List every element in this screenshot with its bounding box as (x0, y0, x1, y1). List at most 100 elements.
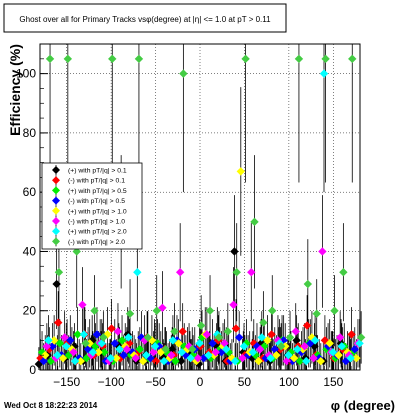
legend-marker (52, 217, 60, 225)
data-point (138, 356, 148, 366)
data-point (293, 345, 302, 354)
data-point (97, 339, 106, 348)
data-point (110, 339, 119, 348)
legend-marker (52, 237, 60, 246)
data-point (113, 327, 123, 336)
data-point (55, 339, 65, 348)
y-axis-label: Efficiency (%) (7, 44, 23, 136)
data-point (259, 318, 268, 327)
data-point (149, 348, 158, 357)
data-point (242, 339, 251, 348)
data-point (267, 330, 276, 339)
data-point (186, 353, 195, 363)
x-tick-label: −150 (53, 375, 80, 389)
data-point (125, 309, 135, 318)
data-point (302, 321, 312, 330)
data-point (62, 342, 71, 351)
data-point (107, 324, 116, 333)
title-box: Ghost over all for Primary Tracks vsφ(de… (3, 3, 287, 33)
legend-marker (52, 186, 60, 195)
data-point (87, 350, 96, 360)
data-point (303, 279, 313, 289)
data-point (49, 336, 59, 345)
data-point (220, 339, 229, 348)
data-point (63, 54, 73, 64)
data-point (135, 345, 145, 354)
data-point (168, 336, 178, 345)
data-point (339, 268, 348, 277)
data-point (272, 350, 281, 360)
data-point (223, 327, 233, 336)
data-point (76, 356, 85, 366)
legend-label: (+) with pT/|q| > 1.0 (68, 208, 127, 215)
data-point (66, 336, 75, 345)
data-point (179, 69, 188, 78)
data-point (176, 356, 186, 366)
data-point (239, 342, 249, 351)
data-point (318, 247, 327, 256)
data-point (211, 348, 220, 357)
data-point (174, 339, 183, 348)
data-point (106, 353, 115, 363)
data-point (356, 333, 366, 342)
legend-label: (+) with pT/|q| > 0.1 (68, 168, 127, 175)
data-point (230, 247, 239, 256)
data-point (316, 356, 325, 366)
legend-label: (-) with pT/|q| > 1.0 (68, 219, 125, 226)
data-point (115, 345, 124, 354)
data-point (188, 345, 197, 354)
data-point (53, 350, 62, 360)
data-point (236, 167, 245, 176)
data-point (67, 345, 77, 354)
data-point (214, 333, 224, 342)
data-point (346, 353, 355, 363)
data-point (235, 333, 244, 342)
data-point (133, 268, 142, 277)
data-point (347, 330, 356, 339)
legend: (+) with pT/|q| > 0.1 (-) with pT/|q| > 0… (41, 162, 143, 250)
data-point (291, 327, 300, 336)
data-point (270, 345, 279, 354)
data-point (42, 342, 52, 351)
data-point (167, 345, 177, 354)
data-point (355, 339, 364, 348)
data-point (276, 342, 286, 351)
data-point (348, 54, 357, 64)
legend-marker (52, 166, 60, 174)
title-frame (3, 3, 287, 33)
data-point (230, 356, 240, 366)
data-point (99, 333, 108, 342)
data-point (284, 350, 293, 360)
x-tick-label: −50 (145, 375, 166, 389)
data-point (92, 330, 102, 339)
data-point (328, 348, 338, 357)
data-point (285, 333, 295, 342)
data-point (248, 348, 258, 357)
data-point (70, 356, 80, 366)
data-point (330, 306, 339, 315)
data-point (100, 348, 109, 357)
legend-label: (-) with pT/|q| > 2.0 (68, 239, 125, 246)
data-point (205, 306, 215, 315)
y-tick-label: 60 (23, 185, 37, 199)
data-point (229, 300, 238, 309)
data-point (88, 348, 98, 357)
x-tick-label: −100 (98, 375, 125, 389)
data-point (117, 336, 127, 345)
x-tick-label: 50 (238, 375, 252, 389)
data-point (112, 353, 121, 363)
legend-marker (52, 196, 60, 205)
data-point (310, 336, 320, 345)
data-point (208, 339, 217, 348)
data-point (170, 327, 179, 336)
x-tick-label: 100 (279, 375, 299, 389)
legend-label: (+) with pT/|q| > 0.5 (68, 188, 127, 195)
x-axis-label: φ (degree) (331, 398, 395, 413)
y-tick-label: 20 (23, 304, 37, 318)
data-point (48, 342, 57, 351)
data-point (159, 356, 169, 366)
data-point (257, 333, 266, 342)
data-point (294, 54, 304, 64)
data-point (175, 268, 185, 277)
